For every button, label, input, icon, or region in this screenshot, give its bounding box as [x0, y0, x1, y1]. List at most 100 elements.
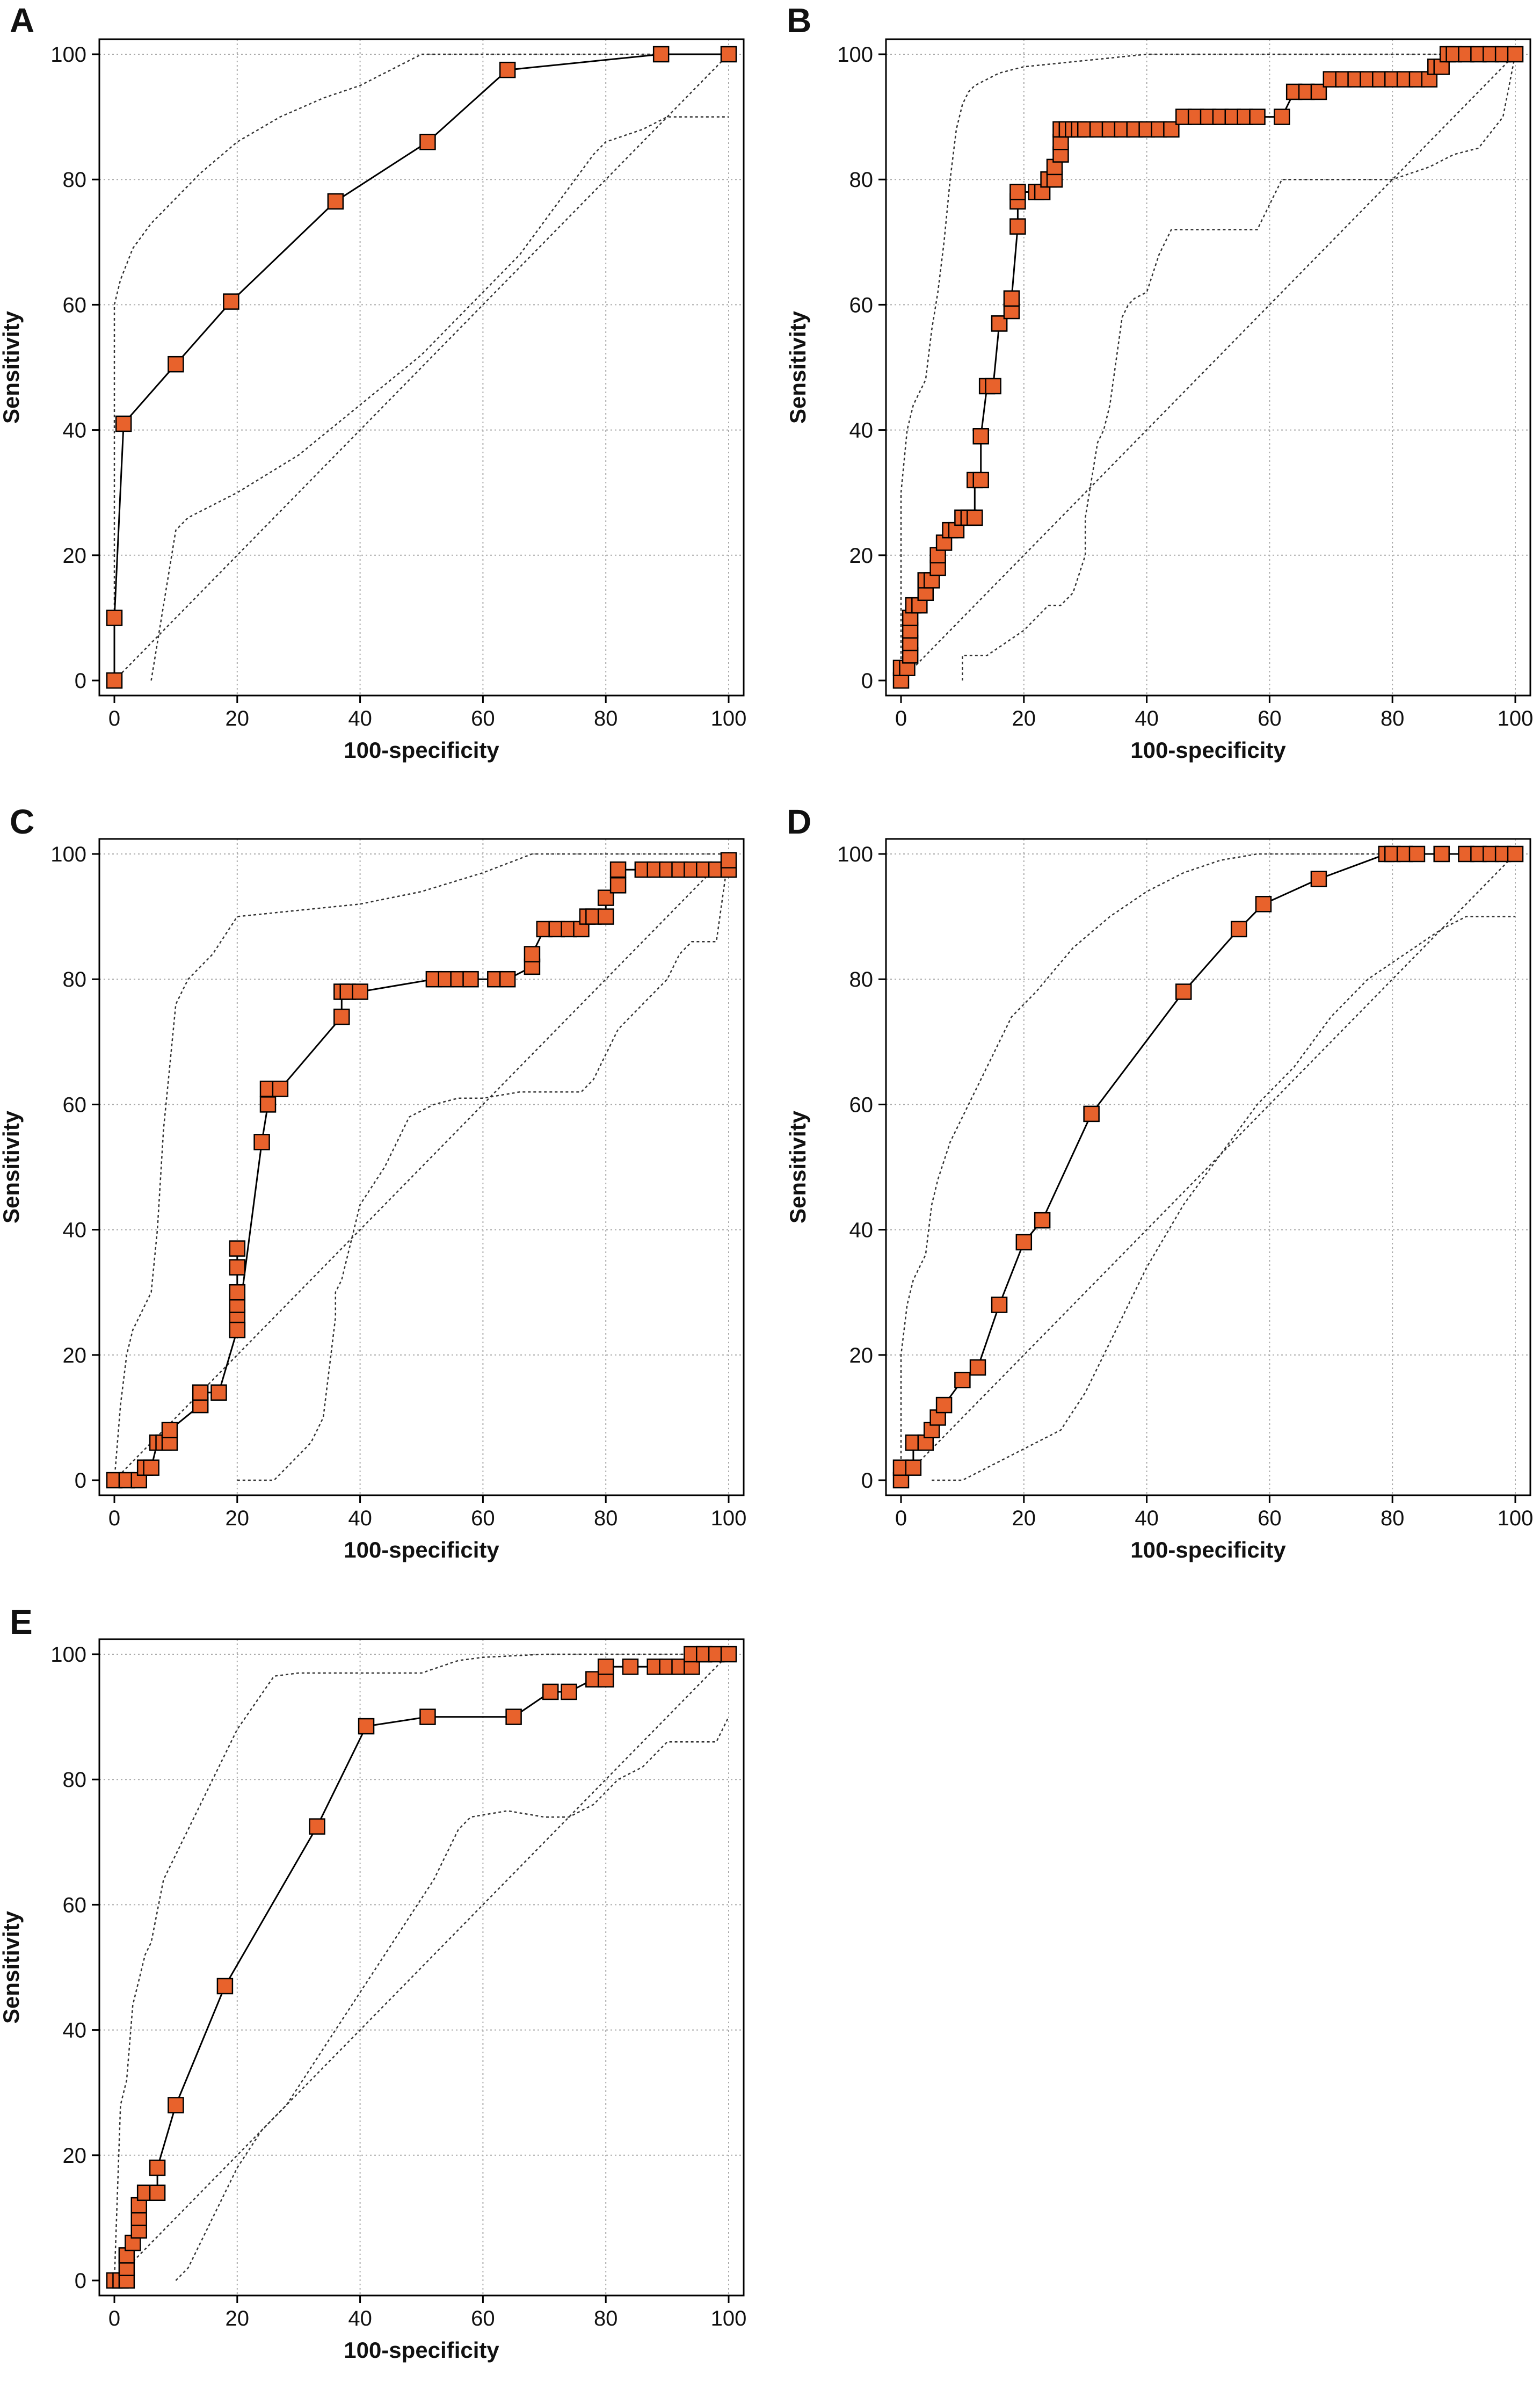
y-tick-label: 0 — [861, 669, 873, 693]
y-tick-label: 100 — [837, 843, 873, 866]
y-tick-label: 20 — [63, 2144, 87, 2168]
roc-point — [462, 971, 479, 988]
roc-point — [192, 1384, 209, 1401]
y-tick-label: 0 — [75, 2269, 86, 2293]
y-tick-label: 80 — [63, 168, 87, 192]
roc-point — [161, 1422, 178, 1438]
ci-upper-curve — [113, 53, 729, 680]
reference-diagonal — [114, 1654, 729, 2281]
ci-lower-curve — [962, 54, 1516, 680]
roc-point — [1034, 184, 1051, 200]
roc-point — [115, 415, 132, 432]
roc-curve — [113, 53, 729, 680]
roc-panel-c: C 0 20 40 60 80 100 0 20 40 60 80 100 100-specificity… — [0, 802, 746, 1562]
x-tick-label: 80 — [594, 707, 618, 730]
roc-point — [143, 1459, 159, 1476]
roc-point — [216, 1978, 234, 1995]
roc-point — [106, 610, 123, 626]
roc-point — [967, 509, 983, 526]
roc-curve — [114, 1653, 729, 2282]
panel-letter: A — [10, 1, 34, 40]
roc-point — [149, 2184, 166, 2202]
y-tick-label: 60 — [63, 1093, 87, 1117]
gridlines — [99, 39, 744, 696]
x-tick-label: 20 — [226, 1507, 250, 1530]
y-axis-title: Sensitivity — [785, 310, 810, 424]
roc-point — [972, 428, 989, 445]
y-tick-label: 80 — [63, 968, 87, 991]
roc-point — [168, 356, 184, 373]
roc-point — [1507, 845, 1524, 863]
plot-area — [113, 1653, 730, 2282]
roc-markers — [892, 845, 1524, 1489]
gridlines — [886, 839, 1530, 1495]
x-tick-label: 80 — [594, 1507, 618, 1530]
roc-point — [1507, 46, 1524, 63]
plot-frame — [885, 38, 1531, 697]
roc-point — [935, 1396, 953, 1414]
y-tick-label: 60 — [63, 293, 87, 317]
roc-point — [954, 1372, 971, 1388]
roc-panel-a: A 0 20 40 60 80 100 0 20 40 60 80 100 100-specificity… — [0, 1, 746, 763]
y-tick-label: 20 — [63, 1344, 87, 1367]
roc-point — [499, 971, 516, 988]
gridlines — [886, 39, 1530, 696]
y-tick-label: 60 — [63, 1893, 87, 1917]
x-axis-title: 100-specificity — [344, 1537, 499, 1562]
roc-point — [1249, 108, 1266, 125]
y-axis-title: Sensitivity — [0, 310, 24, 424]
x-tick-label: 20 — [226, 707, 250, 730]
roc-point — [419, 133, 436, 150]
x-tick-label: 60 — [1258, 1507, 1282, 1530]
x-axis-title: 100-specificity — [344, 2337, 499, 2363]
roc-point — [505, 1708, 522, 1725]
y-tick-label: 80 — [849, 168, 874, 192]
roc-point — [1310, 871, 1327, 887]
y-tick-label: 20 — [849, 1344, 874, 1367]
roc-panel-b: B 0 20 40 60 80 100 0 20 40 60 80 100 100-specificity… — [785, 1, 1533, 763]
plot-frame — [98, 38, 745, 697]
ci-lower-curve — [237, 853, 730, 1481]
roc-point — [1230, 921, 1247, 938]
x-tick-label: 0 — [108, 1507, 120, 1530]
roc-point — [229, 1321, 246, 1338]
roc-point — [720, 46, 737, 63]
x-tick-label: 0 — [108, 2307, 120, 2330]
y-tick-label: 100 — [50, 843, 86, 866]
roc-point — [333, 1008, 350, 1025]
x-tick-label: 60 — [471, 2307, 495, 2330]
roc-point — [352, 983, 368, 1000]
y-tick-label: 100 — [50, 43, 86, 67]
plot-area — [900, 53, 1516, 681]
x-tick-label: 20 — [226, 2307, 250, 2330]
plot-area — [900, 853, 1516, 1481]
x-tick-label: 100 — [1498, 1507, 1534, 1530]
ci-upper-curve — [900, 53, 1515, 680]
reference-diagonal — [900, 54, 1516, 681]
roc-point — [1003, 290, 1020, 307]
roc-point — [597, 1659, 614, 1675]
y-tick-label: 0 — [861, 1469, 873, 1493]
y-tick-label: 40 — [849, 419, 874, 443]
roc-point — [609, 877, 627, 894]
roc-point — [253, 1134, 270, 1150]
y-axis-title: Sensitivity — [0, 1910, 24, 2024]
y-tick-label: 0 — [75, 669, 86, 693]
roc-point — [1009, 218, 1026, 235]
y-tick-label: 40 — [849, 1219, 874, 1242]
roc-point — [210, 1384, 227, 1401]
reference-diagonal — [114, 853, 729, 1481]
y-axis-title: Sensitivity — [0, 1110, 24, 1223]
y-tick-label: 80 — [63, 1768, 87, 1792]
ci-lower-curve — [175, 1717, 730, 2281]
roc-point — [1274, 108, 1290, 125]
y-tick-label: 0 — [75, 1469, 86, 1493]
x-tick-label: 80 — [1381, 707, 1405, 730]
roc-point — [542, 1683, 559, 1700]
roc-point — [229, 1284, 246, 1301]
ci-upper-curve — [113, 853, 729, 1481]
roc-markers — [106, 852, 737, 1489]
roc-point — [1408, 845, 1426, 863]
roc-point — [259, 1096, 277, 1113]
